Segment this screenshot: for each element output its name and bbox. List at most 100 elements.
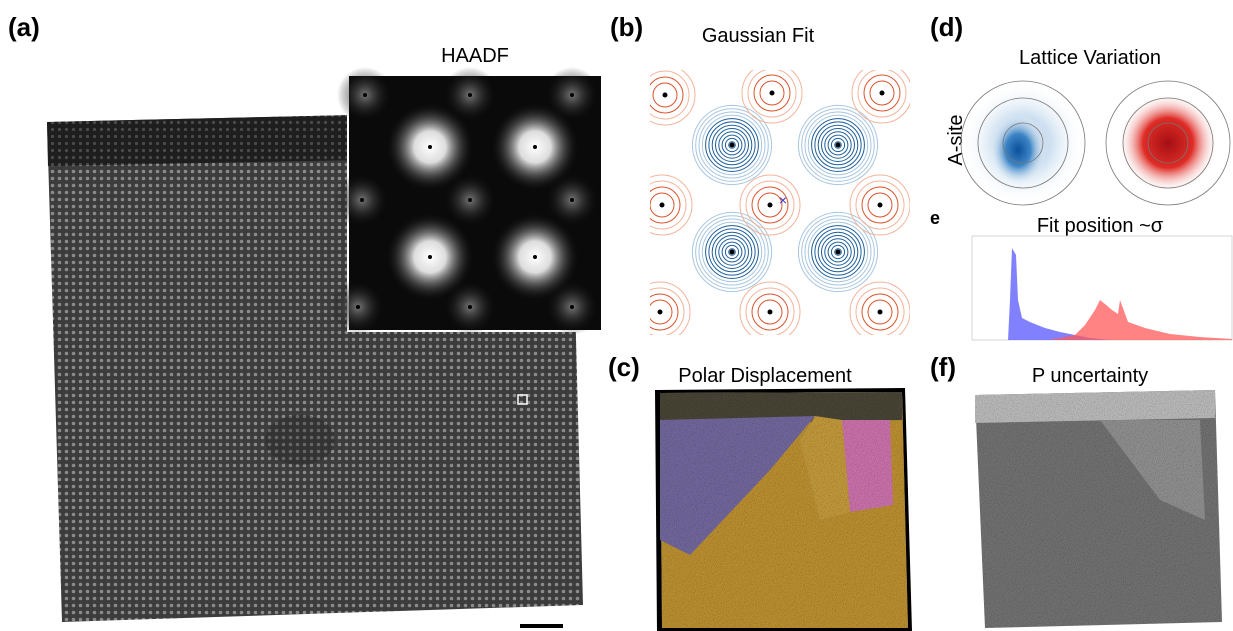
contour-orange [650, 70, 696, 126]
fit-center [729, 249, 735, 255]
contour-blue [721, 134, 743, 156]
contour-blue [801, 108, 875, 182]
contour-orange [650, 299, 673, 325]
lattice-blue [990, 114, 1046, 186]
contour-orange [869, 80, 895, 106]
contour-blue [701, 221, 763, 283]
contour-blue [807, 114, 869, 176]
contour-orange [861, 186, 899, 224]
contour-blue [811, 118, 865, 172]
contour-blue [728, 141, 736, 149]
fit-center [767, 202, 773, 208]
contour-blue [824, 131, 852, 159]
lattice-rings [960, 80, 1231, 206]
contour-orange [863, 74, 901, 112]
uncertainty-map [975, 390, 1222, 628]
stem-feature [265, 415, 335, 465]
contour-blue [817, 231, 859, 273]
gaussian-contours [650, 70, 910, 335]
panel-title: Gaussian Fit [702, 25, 815, 47]
contour-blue [804, 218, 872, 286]
contour-orange [652, 82, 678, 108]
fit-center [767, 309, 773, 315]
fit-center [769, 90, 775, 96]
contour-orange [751, 293, 789, 331]
contour-blue [827, 134, 849, 156]
contour-blue [708, 121, 756, 169]
contour-blue [711, 124, 753, 166]
contour-blue [814, 121, 862, 169]
panel-title: Fit position ~σ [1037, 215, 1164, 237]
column-position [570, 93, 574, 97]
contour-blue [711, 231, 753, 273]
column-position [428, 145, 432, 149]
column-position [360, 198, 364, 202]
lattice-red [1118, 93, 1218, 193]
contour-blue [715, 128, 749, 162]
contour-blue [834, 141, 842, 149]
inset-content [330, 67, 600, 335]
contour-orange [650, 70, 690, 120]
contour-orange [739, 174, 801, 236]
column-position [468, 305, 472, 309]
contour-blue [797, 211, 879, 293]
contour-orange [741, 70, 803, 124]
contour-blue [718, 238, 746, 266]
contour-blue [804, 111, 872, 179]
contour-orange [757, 299, 783, 325]
contour-orange [650, 281, 691, 335]
contour-blue [708, 228, 756, 276]
fit-center [877, 202, 883, 208]
contour-orange [757, 192, 783, 218]
fit-center [835, 249, 841, 255]
contour-blue [724, 244, 740, 260]
contour-blue [830, 137, 846, 153]
contour-orange [650, 293, 679, 331]
contour-orange [849, 174, 910, 236]
contour-blue [801, 215, 875, 289]
contour-blue [814, 228, 862, 276]
contour-orange [739, 281, 801, 335]
column-position [356, 305, 360, 309]
contour-orange [745, 180, 795, 230]
contour-blue [724, 137, 740, 153]
panel-label: (d) [930, 12, 963, 42]
panel-label: (c) [608, 352, 640, 382]
contour-blue [715, 235, 749, 269]
panel-label: (f) [930, 352, 956, 382]
contour-blue [695, 108, 769, 182]
contour-blue [698, 218, 766, 286]
column-position [428, 255, 432, 259]
panel-label: (b) [610, 12, 643, 42]
contour-orange [753, 74, 791, 112]
contour-orange [650, 186, 681, 224]
fit-center [879, 90, 885, 96]
panel-f: (f) P uncertainty [930, 352, 1222, 628]
panel-c: (c) Polar Displacement [608, 352, 912, 631]
contour-orange [867, 192, 893, 218]
contour-blue [718, 131, 746, 159]
contour-orange [861, 293, 899, 331]
column-position [468, 93, 472, 97]
contour-blue [830, 244, 846, 260]
contour-blue [691, 211, 773, 293]
contour-blue [695, 215, 769, 289]
fit-center [835, 142, 841, 148]
inset-marker [517, 394, 528, 405]
contour-blue [821, 128, 855, 162]
panel-a: (a) HAADF [8, 12, 603, 628]
contour-orange [650, 76, 684, 114]
contour-blue [827, 241, 849, 263]
contour-orange [745, 287, 795, 335]
contour-orange [855, 180, 905, 230]
fit-center [657, 309, 663, 315]
contour-blue [691, 104, 773, 186]
histogram-red [1050, 300, 1232, 340]
contour-blue [807, 221, 869, 283]
column-position [363, 93, 367, 97]
fit-marker: × [779, 192, 787, 208]
contour-blue [811, 225, 865, 279]
contour-blue [728, 248, 736, 256]
contour-blue [834, 248, 842, 256]
